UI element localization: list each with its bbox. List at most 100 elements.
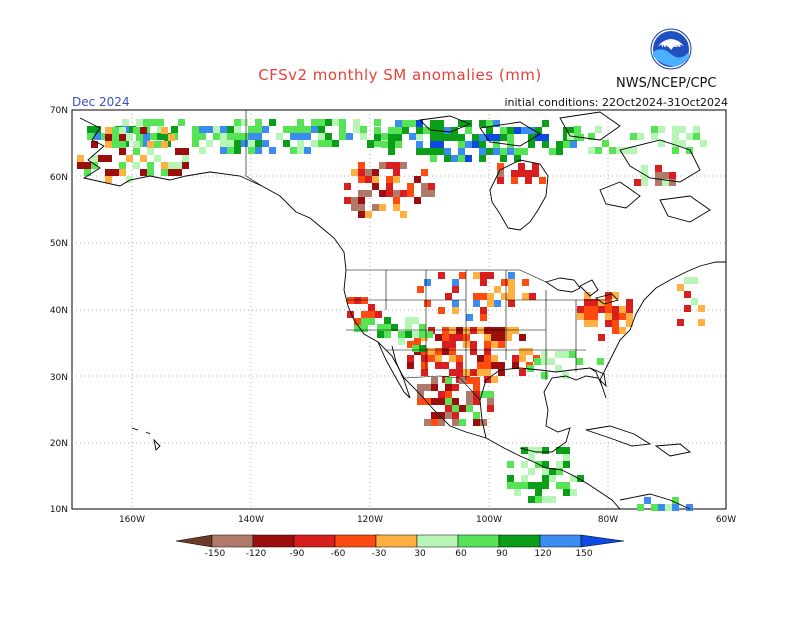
anomaly-cell xyxy=(290,133,297,140)
anomaly-cell xyxy=(388,141,395,148)
anomaly-cell xyxy=(498,341,505,348)
anomaly-cell xyxy=(514,155,521,162)
anomaly-cell xyxy=(669,179,676,186)
anomaly-cell xyxy=(574,126,581,133)
anomaly-cell xyxy=(449,348,456,355)
anomaly-cell xyxy=(512,355,519,362)
anomaly-cell xyxy=(612,292,619,299)
anomaly-cell xyxy=(491,376,498,383)
anomaly-cell xyxy=(626,320,633,327)
anomaly-cell xyxy=(360,133,367,140)
anomaly-cell xyxy=(248,140,255,147)
anomaly-cell xyxy=(494,300,501,307)
anomaly-cell xyxy=(354,325,361,332)
anomaly-cell xyxy=(419,324,426,331)
anomaly-cell xyxy=(105,169,112,176)
anomaly-cell xyxy=(555,365,562,372)
colorbar-label: -150 xyxy=(205,549,226,559)
anomaly-cell xyxy=(154,155,161,162)
anomaly-cell xyxy=(463,334,470,341)
anomaly-cell xyxy=(563,447,570,454)
anomaly-cell xyxy=(412,345,419,352)
anomaly-cell xyxy=(405,317,412,324)
anomaly-cell xyxy=(556,482,563,489)
anomaly-cell xyxy=(514,489,521,496)
anomaly-cell xyxy=(438,398,445,405)
lon-label-160w: 160W xyxy=(119,515,145,525)
anomaly-cell xyxy=(374,119,381,126)
anomaly-cell xyxy=(549,496,556,503)
anomaly-cell xyxy=(255,133,262,140)
anomaly-cell xyxy=(518,170,525,177)
anomaly-cell xyxy=(480,419,487,426)
anomaly-cell xyxy=(519,348,526,355)
anomaly-cell xyxy=(484,355,491,362)
anomaly-cell xyxy=(119,134,126,141)
anomaly-cell xyxy=(458,134,465,141)
anomaly-cell xyxy=(105,176,112,183)
anomaly-cell xyxy=(400,211,407,218)
anomaly-cell xyxy=(616,147,623,154)
anomaly-cell xyxy=(634,179,641,186)
anomaly-cell xyxy=(393,197,400,204)
anomaly-cell xyxy=(393,162,400,169)
anomaly-cell xyxy=(332,119,339,126)
anomaly-cell xyxy=(283,140,290,147)
anomaly-cell xyxy=(119,162,126,169)
anomaly-cell xyxy=(147,169,154,176)
anomaly-cell xyxy=(508,300,515,307)
anomaly-cell xyxy=(662,179,669,186)
anomaly-cell xyxy=(591,313,598,320)
anomaly-cell xyxy=(372,176,379,183)
anomaly-cell xyxy=(84,162,91,169)
anomaly-cell xyxy=(129,126,136,133)
anomaly-cell xyxy=(442,348,449,355)
anomaly-cell xyxy=(521,148,528,155)
anomaly-cell xyxy=(501,293,508,300)
anomaly-cell xyxy=(562,351,569,358)
anomaly-cell xyxy=(297,140,304,147)
anomaly-cell xyxy=(679,140,686,147)
anomaly-cell xyxy=(358,169,365,176)
anomaly-cell xyxy=(679,126,686,133)
anomaly-cell xyxy=(497,177,504,184)
anomaly-cell xyxy=(491,362,498,369)
anomaly-cell xyxy=(368,304,375,311)
anomaly-cell xyxy=(255,147,262,154)
anomaly-cell xyxy=(386,162,393,169)
anomaly-cell xyxy=(416,141,423,148)
anomaly-cell xyxy=(416,127,423,134)
anomaly-cell xyxy=(101,133,108,140)
anomaly-cell xyxy=(358,204,365,211)
lat-label-20n: 20N xyxy=(50,439,68,449)
anomaly-cell xyxy=(672,504,679,511)
anomaly-cell xyxy=(508,293,515,300)
anomaly-cell xyxy=(105,141,112,148)
anomaly-cell xyxy=(563,134,570,141)
anomaly-cell xyxy=(525,170,532,177)
anomaly-cell xyxy=(598,334,605,341)
anomaly-cell xyxy=(486,120,493,127)
anomaly-cell xyxy=(283,126,290,133)
anomaly-cell xyxy=(452,412,459,419)
anomaly-cell xyxy=(435,348,442,355)
anomaly-cell xyxy=(665,504,672,511)
anomaly-cell xyxy=(512,362,519,369)
anomaly-cell xyxy=(532,163,539,170)
anomaly-cell xyxy=(325,119,332,126)
anomaly-cell xyxy=(535,489,542,496)
anomaly-cell xyxy=(182,162,189,169)
anomaly-cell xyxy=(480,307,487,314)
coastlines xyxy=(79,111,726,510)
anomaly-cell xyxy=(549,475,556,482)
anomaly-cell xyxy=(304,147,311,154)
anomaly-cell xyxy=(87,126,94,133)
anomaly-cell xyxy=(361,318,368,325)
anomaly-cell xyxy=(470,341,477,348)
anomaly-cell xyxy=(655,179,662,186)
anomaly-cell xyxy=(297,119,304,126)
anomaly-cell xyxy=(684,291,691,298)
anomaly-cell xyxy=(414,176,421,183)
anomaly-cell xyxy=(428,183,435,190)
